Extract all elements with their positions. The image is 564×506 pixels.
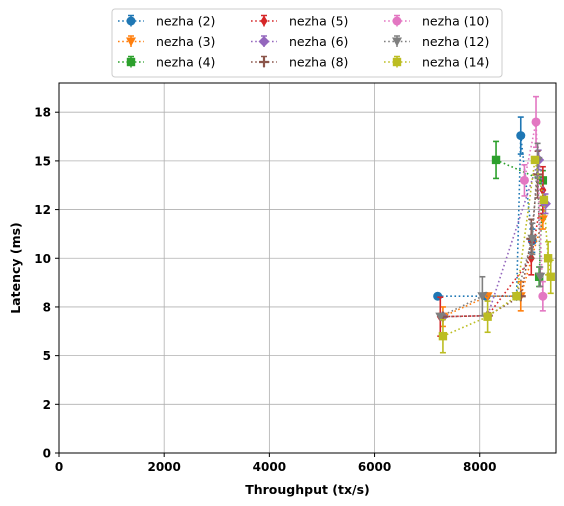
data-point <box>516 131 526 141</box>
series-line <box>442 174 539 318</box>
x-axis-ticks: 0 2000 4000 6000 8000 <box>55 453 496 474</box>
x-axis-label: Throughput (tx/s) <box>245 482 370 497</box>
y-tick-label: 5 <box>43 349 51 363</box>
legend-marker <box>392 16 402 26</box>
data-point <box>537 215 548 225</box>
x-tick-label: 2000 <box>147 460 180 474</box>
legend-marker <box>259 57 269 67</box>
data-point <box>539 184 547 196</box>
legend-label: nezha (2) <box>156 14 215 29</box>
series-line <box>440 189 544 318</box>
legend-item: nezha (10) <box>384 14 489 29</box>
legend-marker <box>126 57 136 67</box>
legend-marker <box>126 37 136 47</box>
data-point <box>527 234 538 244</box>
legend-item: nezha (14) <box>384 55 489 70</box>
data-point <box>438 331 448 341</box>
plot-series <box>433 95 555 354</box>
legend: nezha (2) nezha (3) nezha (4) nezha (5) nezh… <box>111 8 503 78</box>
data-point <box>535 272 546 282</box>
data-point <box>538 291 548 301</box>
data-point <box>531 117 541 127</box>
legend-item: nezha (12) <box>384 34 489 49</box>
y-axis-label: Latency (ms) <box>8 222 23 314</box>
legend-marker <box>392 37 402 47</box>
x-tick-label: 8000 <box>463 460 496 474</box>
data-point <box>519 175 529 185</box>
x-tick-label: 4000 <box>253 460 286 474</box>
y-tick-label: 8 <box>43 300 51 314</box>
data-point <box>491 155 501 165</box>
legend-marker <box>260 15 268 27</box>
y-tick-label: 15 <box>34 154 51 168</box>
legend-item: nezha (5) <box>251 14 348 29</box>
series-line <box>439 160 542 318</box>
data-point <box>546 272 555 281</box>
legend-label: nezha (5) <box>289 14 348 29</box>
legend-label: nezha (8) <box>289 55 348 70</box>
y-axis-ticks: 0 2 5 8 10 12 15 18 <box>34 106 59 461</box>
legend-box <box>111 8 503 78</box>
series-7 <box>519 95 548 312</box>
data-point <box>483 312 492 321</box>
y-tick-label: 12 <box>34 203 51 217</box>
data-point <box>512 292 521 301</box>
data-point <box>477 292 488 302</box>
legend-marker <box>392 57 402 67</box>
data-point <box>435 312 446 322</box>
legend-marker <box>258 36 270 47</box>
y-tick-label: 0 <box>43 447 51 461</box>
legend-label: nezha (6) <box>289 34 348 49</box>
y-tick-label: 10 <box>34 252 51 266</box>
legend-label: nezha (14) <box>422 55 489 70</box>
legend-item: nezha (6) <box>251 34 348 49</box>
data-point <box>539 195 549 205</box>
x-tick-label: 0 <box>55 460 63 474</box>
legend-label: nezha (10) <box>422 14 489 29</box>
series-1 <box>433 116 537 301</box>
y-tick-label: 18 <box>34 106 51 120</box>
legend-item: nezha (4) <box>118 55 215 70</box>
data-point <box>530 155 540 165</box>
y-tick-label: 2 <box>43 398 51 412</box>
series-line <box>437 135 534 298</box>
legend-label: nezha (12) <box>422 34 489 49</box>
plot-frame <box>58 82 557 454</box>
series-9 <box>438 155 555 354</box>
legend-marker <box>126 16 136 26</box>
legend-item: nezha (3) <box>118 34 215 49</box>
legend-item: nezha (8) <box>251 55 348 70</box>
legend-label: nezha (3) <box>156 34 215 49</box>
data-point <box>543 254 553 263</box>
legend-item: nezha (2) <box>118 14 215 29</box>
grid-lines <box>58 83 556 454</box>
legend-label: nezha (4) <box>156 55 215 70</box>
x-tick-label: 6000 <box>358 460 391 474</box>
